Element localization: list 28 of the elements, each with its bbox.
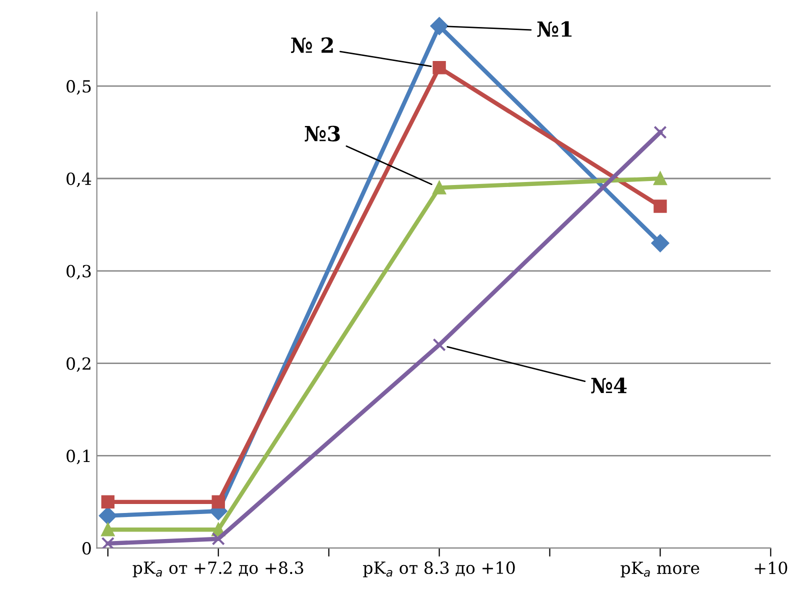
x-tick-label: pK$_{a}$ more — [620, 562, 700, 578]
point — [432, 338, 446, 352]
y-tick-label: 0,2 — [66, 357, 90, 372]
point — [101, 536, 114, 548]
annotation: №1 — [537, 21, 572, 37]
point — [101, 495, 114, 508]
point — [432, 181, 446, 194]
point — [651, 234, 670, 252]
y-tick-label: 0,4 — [66, 172, 92, 188]
annotation: №3 — [304, 126, 340, 142]
annotation: № 2 — [291, 37, 333, 54]
point — [212, 495, 225, 508]
point — [101, 523, 114, 536]
x-tick-label: pK$_{a}$ от 8.3 до +10 — [363, 561, 515, 578]
point — [654, 126, 667, 139]
x-tick-label: +10 — [754, 562, 788, 574]
point — [430, 17, 448, 35]
y-tick-label: 0,1 — [66, 450, 90, 464]
point — [432, 61, 446, 74]
point — [212, 532, 225, 546]
y-tick-label: 0 — [82, 542, 91, 555]
annotation: №4 — [591, 378, 627, 394]
point — [654, 200, 667, 213]
point — [98, 506, 117, 525]
x-tick-label: pK$_{a}$ от +7.2 до +8.3 — [132, 561, 304, 578]
point — [654, 172, 667, 186]
y-tick-label: 0,3 — [66, 264, 91, 280]
y-tick-label: 0,5 — [66, 80, 91, 95]
